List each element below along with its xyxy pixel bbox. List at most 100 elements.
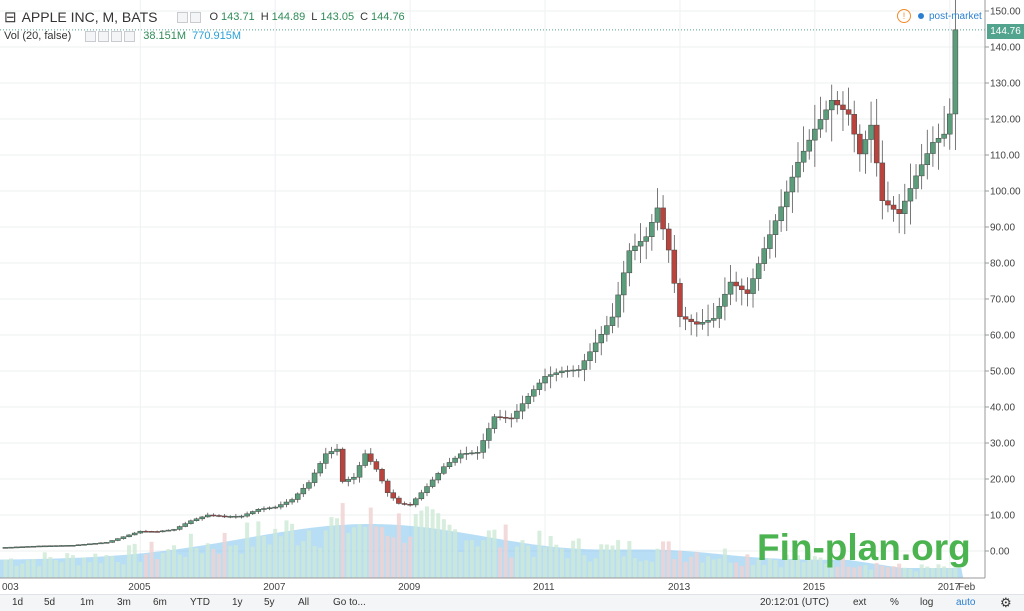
low-label: L xyxy=(311,11,318,23)
volume-bar xyxy=(672,559,677,578)
volume-bar xyxy=(908,568,913,578)
volume-bar xyxy=(784,554,789,578)
x-tick-label: 2015 xyxy=(803,582,826,593)
candle-up xyxy=(19,546,26,548)
candle-up xyxy=(474,452,481,454)
settings-icon[interactable] xyxy=(190,11,202,23)
y-tick-label: 140.00 xyxy=(990,43,1021,54)
candle-down xyxy=(396,497,402,504)
collapse-icon[interactable]: ⊟ xyxy=(4,9,17,26)
range-5d-button[interactable]: 5d xyxy=(44,597,56,608)
volume-bar xyxy=(98,563,103,578)
candle-down xyxy=(502,417,509,419)
candle-up xyxy=(311,472,318,483)
y-tick-label: 100.00 xyxy=(990,187,1021,198)
candle-up xyxy=(176,526,183,530)
candles xyxy=(2,0,959,549)
goto-button[interactable]: Go to... xyxy=(333,597,366,608)
candle-up xyxy=(244,513,250,517)
candle-down xyxy=(857,133,863,155)
range-1d-button[interactable]: 1d xyxy=(12,597,24,608)
volume-bar xyxy=(419,510,424,578)
candle-up xyxy=(649,222,655,237)
volume-bar xyxy=(217,553,222,578)
candle-up xyxy=(47,545,54,547)
candle-down xyxy=(148,531,155,533)
range-3m-button[interactable]: 3m xyxy=(117,597,131,608)
eye-icon[interactable] xyxy=(85,30,97,42)
x-tick-label: Feb xyxy=(958,582,976,593)
open-value: 143.71 xyxy=(221,11,255,23)
close-icon[interactable] xyxy=(124,30,136,42)
volume-bar xyxy=(329,517,334,578)
candle-up xyxy=(592,342,599,353)
volume-bar xyxy=(835,566,840,578)
candle-up xyxy=(778,206,784,222)
volume-bar xyxy=(436,513,441,578)
range-6m-button[interactable]: 6m xyxy=(153,597,167,608)
low-value: 143.05 xyxy=(320,11,355,23)
candle-up xyxy=(868,124,874,140)
candle-down xyxy=(665,228,672,251)
volume-bar xyxy=(48,557,53,578)
open-label: O xyxy=(209,11,219,23)
volume-legend[interactable]: Vol (20, false) 38.151M 770.915M xyxy=(4,27,241,45)
candle-down xyxy=(896,209,902,214)
volume-bar xyxy=(441,519,446,578)
settings-icon[interactable] xyxy=(98,30,110,42)
volume-bar xyxy=(942,566,947,578)
candle-up xyxy=(362,453,368,466)
last-price-badge: 144.76 xyxy=(987,24,1024,39)
volume-bar xyxy=(447,524,452,578)
post-market-indicator[interactable]: ! post-market xyxy=(897,9,982,23)
volume-bar xyxy=(481,540,486,578)
candle-up xyxy=(559,370,565,374)
volume-bar xyxy=(773,560,778,578)
range-5y-button[interactable]: 5y xyxy=(264,597,275,608)
candle-down xyxy=(739,285,745,291)
candle-up xyxy=(637,241,644,247)
volume-bar xyxy=(295,545,300,578)
volume-bar xyxy=(363,526,368,578)
x-tick-label: 2011 xyxy=(533,582,555,593)
volume-bar xyxy=(250,546,255,578)
y-tick-label: 150.00 xyxy=(990,7,1021,18)
symbol-legend[interactable]: ⊟ APPLE INC, M, BATS O 143.71 H 144.89 L… xyxy=(4,8,405,26)
volume-bar xyxy=(509,557,514,578)
range-ytd-button[interactable]: YTD xyxy=(190,597,210,608)
volume-bar xyxy=(751,564,756,578)
candle-up xyxy=(25,546,31,548)
move-icon[interactable] xyxy=(111,30,123,42)
price-axis: 0.00 10.00 20.00 30.00 40.00 50.00 60.00 70.00 8… xyxy=(984,0,1021,578)
log-toggle[interactable]: log xyxy=(920,597,934,608)
candle-up xyxy=(902,200,908,214)
y-tick-label: 10.00 xyxy=(990,511,1015,522)
candle-up xyxy=(654,207,661,223)
candle-up xyxy=(750,278,756,294)
price-chart[interactable]: 0.00 10.00 20.00 30.00 40.00 50.00 60.00 70.00 8… xyxy=(0,0,1024,594)
range-1y-button[interactable]: 1y xyxy=(232,597,243,608)
volume-bar xyxy=(318,547,323,578)
volume-bar xyxy=(919,564,924,578)
candle-down xyxy=(733,281,739,287)
candle-up xyxy=(542,376,548,384)
volume-bar xyxy=(739,566,744,578)
ext-toggle[interactable]: ext xyxy=(853,597,867,608)
candle-up xyxy=(328,451,335,455)
range-all-button[interactable]: All xyxy=(298,597,310,608)
candle-up xyxy=(531,389,537,397)
volume-bar xyxy=(846,566,851,578)
warning-icon[interactable]: ! xyxy=(897,9,911,23)
candle-up xyxy=(710,318,717,321)
range-1m-button[interactable]: 1m xyxy=(80,597,94,608)
percent-toggle[interactable]: % xyxy=(890,597,899,608)
candle-up xyxy=(205,514,211,518)
candle-down xyxy=(682,316,689,320)
eye-icon[interactable] xyxy=(177,11,189,23)
auto-toggle[interactable]: auto xyxy=(956,597,976,608)
candle-down xyxy=(390,492,397,499)
gear-icon[interactable]: ⚙ xyxy=(1000,595,1012,610)
candle-up xyxy=(514,410,520,419)
candle-up xyxy=(227,516,233,518)
